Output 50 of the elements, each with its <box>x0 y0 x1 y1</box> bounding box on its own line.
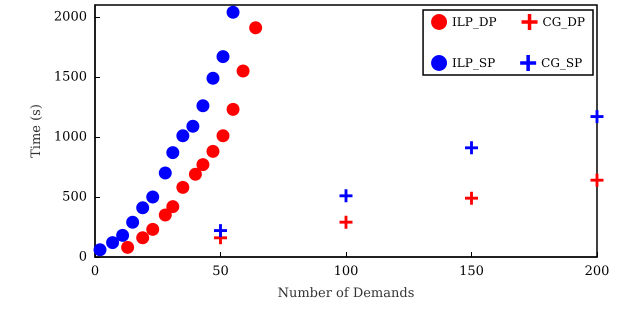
point <box>590 110 604 124</box>
point <box>94 243 107 256</box>
point <box>206 144 220 158</box>
point <box>146 190 160 204</box>
point <box>186 120 200 133</box>
point <box>158 166 172 180</box>
point <box>590 174 604 187</box>
y-tick-label: 2000 <box>54 10 87 24</box>
point <box>136 231 150 244</box>
point <box>214 224 227 238</box>
legend-label: CG_DP <box>542 15 586 29</box>
x-tick-label: 50 <box>212 264 229 279</box>
point <box>116 228 130 242</box>
point <box>465 141 478 154</box>
x-axis-title: Number of Demands <box>278 286 414 301</box>
point <box>465 192 478 205</box>
point <box>106 236 120 250</box>
y-tick-label: 1000 <box>54 130 87 144</box>
point <box>188 168 202 181</box>
y-tick-label: 1500 <box>54 70 87 84</box>
point <box>236 64 250 78</box>
point <box>216 129 230 142</box>
y-tick-label: 0 <box>78 250 87 264</box>
point <box>176 180 190 194</box>
x-tick-label: 150 <box>459 264 484 279</box>
point <box>216 50 230 64</box>
point <box>226 6 240 19</box>
point <box>196 158 210 172</box>
point <box>249 21 262 34</box>
point <box>166 200 180 214</box>
legend-label: ILP_DP <box>452 15 497 29</box>
point <box>206 72 220 85</box>
point <box>340 216 352 229</box>
legend-label: CG_SP <box>541 56 582 70</box>
y-tick-label: 500 <box>62 190 87 204</box>
point <box>176 129 190 142</box>
point <box>158 208 172 222</box>
point <box>136 201 150 214</box>
point <box>166 146 180 160</box>
point <box>226 102 240 116</box>
point <box>340 189 352 202</box>
legend-label: ILP_SP <box>452 56 496 70</box>
point <box>121 240 134 254</box>
point <box>196 99 210 112</box>
x-tick-label: 200 <box>584 264 610 279</box>
point <box>126 216 140 229</box>
x-tick-label: 0 <box>90 264 100 279</box>
point <box>146 222 160 236</box>
y-axis-title: Time (s) <box>29 104 44 158</box>
x-tick-label: 100 <box>334 264 358 279</box>
